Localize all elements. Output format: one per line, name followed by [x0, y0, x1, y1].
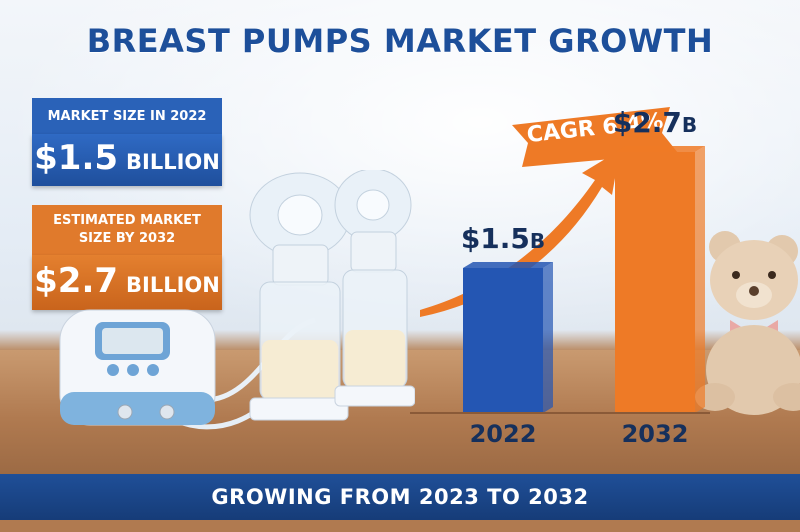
bar-value-label-2032: $2.7B: [612, 106, 698, 139]
page-title: BREAST PUMPS MARKET GROWTH: [86, 22, 714, 60]
estimated-size-header: ESTIMATED MARKET SIZE BY 2032: [32, 205, 222, 255]
footer-edge: [0, 520, 800, 532]
estimated-size-value-box: $2.7 BILLION: [32, 255, 222, 310]
bar-side-2032: [695, 146, 705, 413]
current-size-value-box: $1.5 BILLION: [32, 134, 222, 186]
footer-banner: GROWING FROM 2023 TO 2032: [0, 474, 800, 520]
bar-top-2022: [463, 262, 553, 268]
current-size-unit: BILLION: [126, 150, 220, 174]
bar-2022: [463, 268, 543, 413]
x-tick-label-2022: 2022: [469, 420, 537, 448]
bar-value-label-2022: $1.5B: [460, 222, 546, 255]
growth-arrow-icon: [420, 150, 620, 317]
bar-2032: [615, 152, 695, 413]
bar-side-2022: [543, 262, 553, 413]
x-tick-label-2032: 2032: [621, 420, 689, 448]
breast-pump-device-icon: [59, 170, 415, 430]
estimated-size-unit: BILLION: [126, 273, 220, 297]
bar-top-2032: [615, 146, 705, 152]
estimated-size-value: $2.7: [34, 261, 119, 301]
current-size-value: $1.5: [34, 138, 119, 178]
current-size-header: MARKET SIZE IN 2022: [32, 98, 222, 134]
bar-chart: [410, 107, 710, 414]
